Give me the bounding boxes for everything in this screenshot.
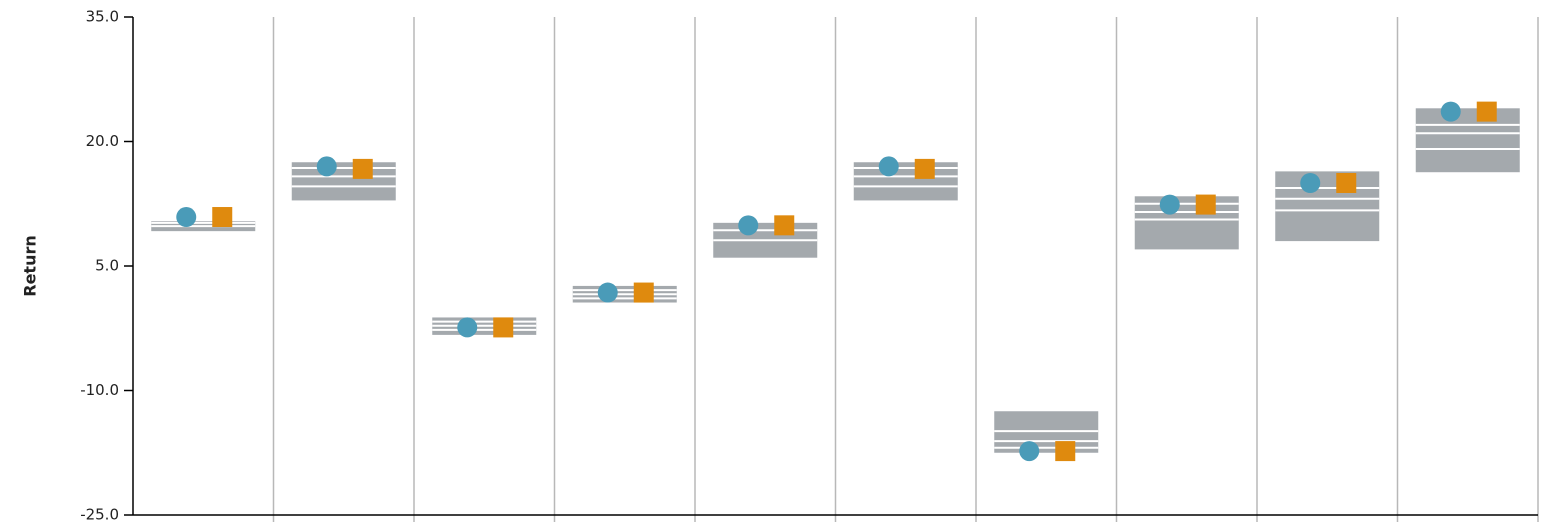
range-box [1415, 108, 1520, 173]
circle-marker [1440, 101, 1461, 122]
y-tick-label: 20.0 [86, 132, 119, 150]
square-marker [1055, 441, 1076, 462]
markers [176, 101, 1497, 462]
range-box [1275, 171, 1380, 242]
y-axis-label: Return [21, 235, 40, 297]
circle-marker [1300, 173, 1321, 193]
circle-marker [457, 317, 478, 338]
circle-marker [1159, 194, 1180, 215]
square-marker [914, 158, 935, 179]
square-marker [493, 317, 514, 338]
y-tick-label: 35.0 [86, 8, 119, 26]
square-marker [1195, 194, 1216, 215]
circle-marker [878, 156, 899, 177]
y-tick-label: -25.0 [80, 506, 119, 522]
circle-marker [316, 156, 337, 177]
circle-marker [738, 215, 759, 236]
square-marker [633, 282, 654, 303]
square-marker [352, 158, 373, 179]
vertical-gridlines [272, 17, 1539, 522]
y-tick-label: -10.0 [80, 381, 119, 399]
range-box [1134, 196, 1239, 250]
square-marker [1336, 173, 1357, 193]
circle-marker [176, 207, 197, 228]
square-marker [774, 215, 795, 236]
circle-marker [597, 282, 618, 303]
square-marker [1476, 101, 1497, 122]
y-tick-label: 5.0 [95, 257, 119, 275]
y-tick-labels: 35.0 20.0 5.0 -10.0 -25.0 [80, 8, 133, 522]
circle-marker [1019, 441, 1040, 462]
square-marker [212, 207, 233, 228]
